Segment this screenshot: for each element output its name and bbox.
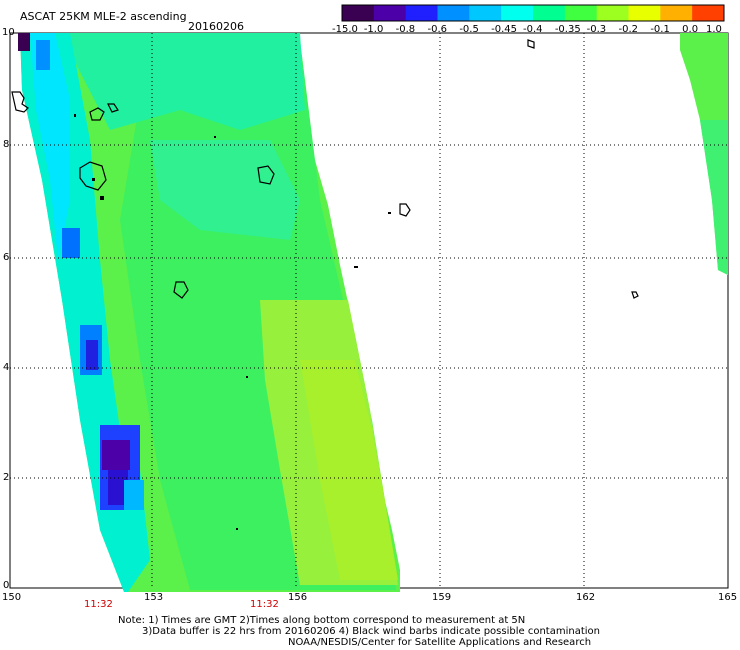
y-tick-6: 6	[3, 252, 10, 263]
colorbar	[341, 4, 725, 22]
colorbar-label: -0.45	[491, 24, 518, 35]
x-tick-153: 153	[144, 592, 164, 603]
colorbar-swatch	[469, 5, 502, 21]
x-tick-162: 162	[576, 592, 596, 603]
colorbar-label: -0.8	[395, 24, 416, 35]
note-line-3: NOAA/NESDIS/Center for Satellite Applica…	[288, 637, 592, 648]
colorbar-label: 1.0	[706, 24, 722, 35]
swath-main	[18, 33, 400, 592]
x-tick-150: 150	[2, 592, 22, 603]
colorbar-label: -0.1	[650, 24, 670, 35]
colorbar-label: -0.6	[427, 24, 448, 35]
colorbar-swatch	[660, 5, 693, 21]
colorbar-label: -0.2	[618, 24, 639, 35]
colorbar-label: -0.3	[586, 24, 607, 35]
colorbar-swatch	[342, 5, 375, 21]
time-label-right: 11:32	[250, 599, 279, 610]
colorbar-label: -1.0	[363, 24, 384, 35]
time-label-left: 11:32	[84, 599, 113, 610]
product-title: ASCAT 25KM MLE-2 ascending	[20, 10, 187, 23]
y-tick-0: 0	[3, 580, 10, 591]
note-line-2: 3)Data buffer is 22 hrs from 20160206 4)…	[142, 626, 600, 637]
colorbar-swatch	[501, 5, 534, 21]
y-tick-8: 8	[3, 139, 10, 150]
colorbar-swatch	[564, 5, 598, 21]
colorbar-swatch	[405, 5, 438, 21]
coastlines	[11, 39, 639, 299]
y-tick-10: 10	[2, 27, 15, 38]
colorbar-label: -15.0	[332, 24, 358, 35]
y-tick-2: 2	[3, 472, 10, 483]
product-date: 20160206	[188, 20, 244, 33]
x-tick-156: 156	[288, 592, 308, 603]
colorbar-label: -0.5	[459, 24, 479, 35]
note-line-1: Note: 1) Times are GMT 2)Times along bot…	[118, 615, 526, 626]
colorbar-swatch	[373, 5, 407, 21]
colorbar-label: -0.4	[523, 24, 543, 35]
colorbar-swatch	[533, 5, 566, 21]
x-tick-165: 165	[718, 592, 738, 603]
colorbar-label: 0.0	[682, 24, 699, 35]
colorbar-swatch	[437, 5, 470, 21]
y-tick-4: 4	[3, 362, 10, 373]
x-tick-159: 159	[432, 592, 452, 603]
colorbar-frame	[341, 4, 725, 22]
colorbar-swatch	[692, 5, 725, 21]
colorbar-label: -0.35	[554, 24, 581, 35]
colorbar-swatch	[628, 5, 661, 21]
colorbar-swatch	[596, 5, 629, 21]
graticule	[10, 33, 728, 588]
island-dots	[74, 114, 391, 530]
